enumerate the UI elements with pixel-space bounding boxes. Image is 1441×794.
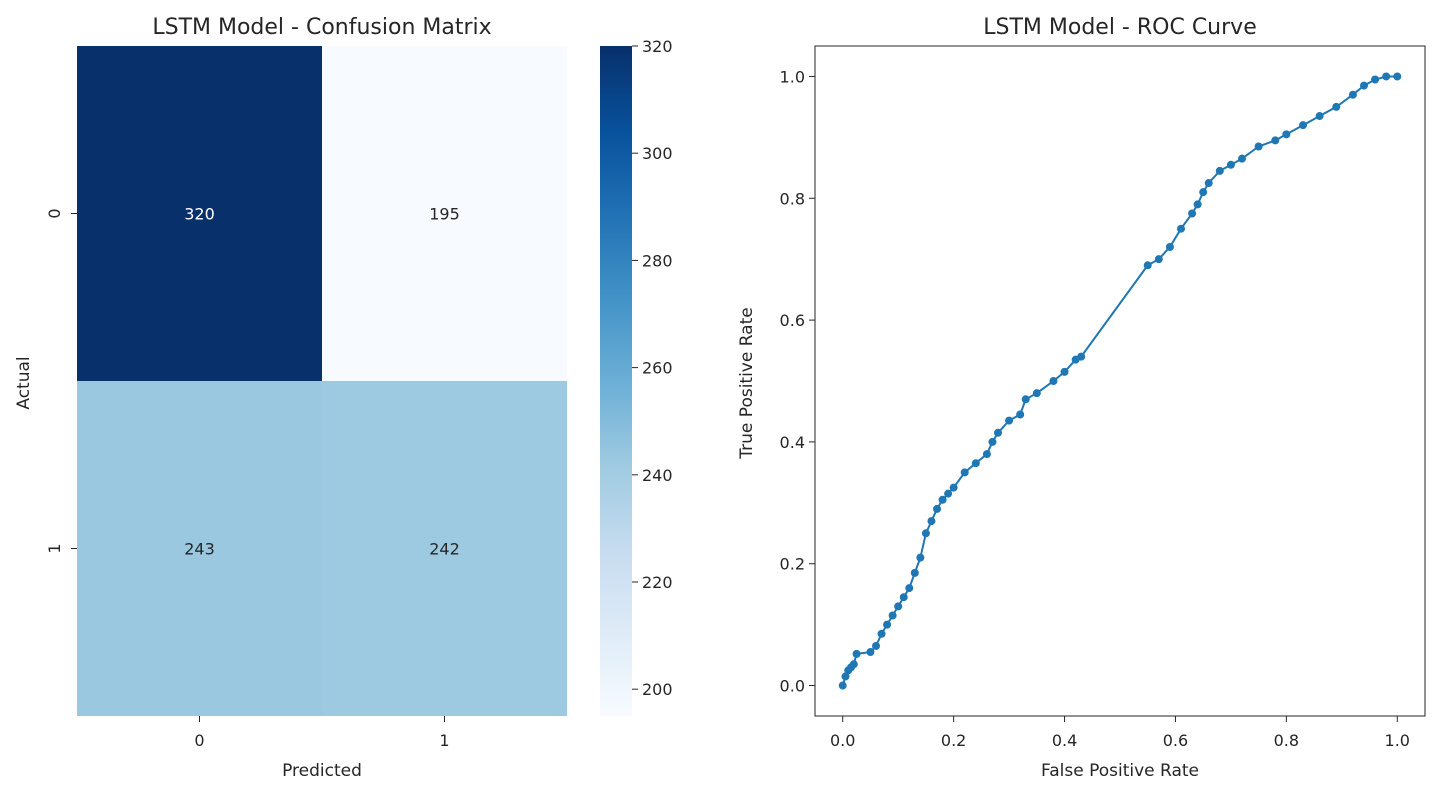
x-tick-label: 0.4: [1052, 731, 1077, 750]
roc-point: [849, 660, 858, 669]
roc-point: [1226, 160, 1235, 169]
y-tick-label: 0: [45, 208, 64, 218]
colorbar-tick-label: 260: [642, 359, 673, 378]
x-tick-label: 1.0: [1385, 731, 1410, 750]
roc-point: [1032, 389, 1041, 398]
colorbar-gradient: [600, 46, 632, 716]
roc-point: [921, 529, 930, 538]
roc-curve-panel: LSTM Model - ROC Curve 0.0 0.2 0.4 0.6 0.8 1.…: [737, 15, 1426, 781]
roc-point: [1165, 243, 1174, 251]
roc-point: [988, 437, 997, 446]
y-tick-label: 0.2: [780, 555, 805, 574]
heatmap-cell: [77, 381, 322, 716]
confusion-matrix-title: LSTM Model - Confusion Matrix: [152, 15, 491, 40]
roc-title: LSTM Model - ROC Curve: [983, 15, 1256, 40]
roc-ylabel: True Positive Rate: [737, 307, 757, 459]
roc-point: [1204, 179, 1213, 188]
y-tick-label: 0.6: [780, 311, 805, 330]
roc-point: [916, 553, 925, 562]
roc-point: [1382, 72, 1391, 81]
roc-point: [899, 593, 908, 602]
roc-point: [1060, 367, 1069, 376]
confusion-matrix-xlabel: Predicted: [282, 761, 362, 781]
roc-point: [841, 672, 850, 681]
heatmap-cell: [322, 46, 567, 381]
y-tick-label: 1: [45, 543, 64, 553]
roc-point: [1199, 188, 1208, 197]
x-tick-label: 0: [194, 731, 204, 750]
colorbar: 200 220 240 260 280 300 320: [600, 37, 673, 716]
heatmap-cell-label: 320: [184, 205, 215, 224]
x-tick-label: 0.6: [1163, 731, 1188, 750]
heatmap-cell-label: 243: [184, 540, 215, 559]
roc-point: [1188, 209, 1197, 218]
colorbar-tick-label: 300: [642, 144, 673, 163]
roc-point: [1238, 154, 1246, 163]
roc-point: [883, 620, 892, 629]
roc-point: [894, 602, 903, 611]
roc-point: [949, 483, 958, 492]
confusion-matrix-panel: LSTM Model - Confusion Matrix 320 195 243 2…: [14, 15, 567, 781]
roc-point: [1049, 377, 1058, 385]
roc-point: [1299, 121, 1307, 130]
roc-point: [905, 584, 914, 593]
roc-point: [852, 649, 861, 658]
roc-point: [938, 495, 947, 504]
roc-point: [960, 468, 969, 477]
roc-point: [1215, 166, 1224, 175]
heatmap-cell-label: 242: [429, 540, 460, 559]
colorbar-tick-label: 200: [642, 680, 673, 699]
roc-point: [933, 504, 941, 513]
roc-point: [1143, 261, 1152, 270]
colorbar-tick-label: 320: [642, 37, 673, 56]
roc-point: [971, 459, 980, 468]
roc-point: [1348, 90, 1357, 99]
roc-xlabel: False Positive Rate: [1041, 761, 1199, 781]
roc-point: [1360, 81, 1368, 90]
roc-point: [1005, 416, 1014, 425]
roc-point: [1282, 130, 1291, 139]
roc-point: [927, 517, 936, 526]
x-tick-label: 0.2: [941, 731, 966, 750]
x-tick-label: 1: [439, 731, 449, 750]
roc-point: [1315, 112, 1324, 121]
y-tick-label: 1.0: [780, 67, 805, 86]
y-tick-label: 0.8: [780, 189, 805, 208]
roc-point: [1254, 142, 1263, 151]
roc-point: [838, 681, 847, 690]
roc-point: [1177, 224, 1185, 233]
roc-point: [944, 489, 953, 498]
roc-point: [1332, 102, 1341, 111]
roc-point: [994, 428, 1002, 437]
heatmap-cell: [77, 46, 322, 381]
roc-plot-frame: [814, 45, 1426, 717]
confusion-matrix-ylabel: Actual: [14, 356, 34, 409]
heatmap-cell: [322, 381, 567, 716]
heatmap-cell-label: 195: [429, 205, 460, 224]
colorbar-tick-label: 220: [642, 573, 673, 592]
roc-point: [1077, 352, 1086, 361]
roc-point: [1154, 255, 1163, 264]
y-tick-label: 0.4: [780, 433, 805, 452]
x-tick-label: 0.8: [1274, 731, 1299, 750]
roc-point: [982, 450, 991, 459]
roc-point: [866, 648, 875, 657]
y-tick-label: 0.0: [780, 677, 805, 696]
x-tick-label: 0.0: [830, 731, 855, 750]
roc-point: [1371, 75, 1380, 84]
roc-point: [877, 629, 886, 638]
colorbar-tick-label: 280: [642, 251, 673, 270]
roc-point: [1193, 200, 1202, 209]
roc-point: [1271, 136, 1280, 145]
roc-point: [1016, 410, 1025, 419]
roc-point: [1393, 72, 1402, 81]
roc-point: [872, 641, 880, 650]
roc-point: [888, 611, 897, 620]
colorbar-tick-label: 240: [642, 466, 673, 485]
roc-point: [910, 568, 919, 577]
roc-point: [1021, 395, 1030, 404]
roc-series-line: [841, 75, 1398, 686]
